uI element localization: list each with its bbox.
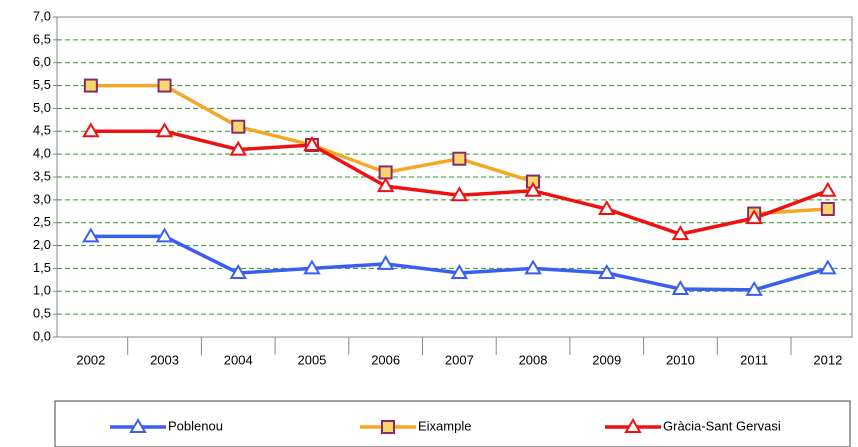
- x-tick-label: 2007: [445, 352, 474, 367]
- marker: [598, 200, 616, 215]
- y-tick-label: 2,0: [33, 237, 51, 252]
- marker: [820, 202, 835, 216]
- marker: [303, 136, 321, 151]
- x-tick-label: 2006: [371, 352, 400, 367]
- y-tick-label: 0,5: [33, 306, 51, 321]
- marker: [450, 186, 469, 202]
- y-tick-label: 3,5: [33, 168, 51, 183]
- y-tick-label: 4,0: [33, 146, 51, 161]
- x-tick-label: 2005: [297, 352, 326, 367]
- marker: [155, 227, 174, 243]
- y-tick-label: 6,0: [33, 54, 51, 69]
- y-tick-label: 0,0: [33, 328, 51, 343]
- marker: [376, 177, 395, 193]
- marker: [376, 254, 395, 270]
- marker: [231, 119, 246, 134]
- x-tick-label: 2010: [666, 352, 695, 367]
- legend-marker: [129, 418, 147, 433]
- y-tick-label: 2,5: [33, 214, 51, 229]
- x-tick-label: 2009: [592, 352, 621, 367]
- marker: [450, 264, 469, 279]
- y-tick-label: 3,0: [33, 191, 51, 206]
- marker: [524, 259, 542, 275]
- x-tick-label: 2008: [519, 352, 548, 367]
- legend-box: [54, 400, 851, 447]
- marker: [598, 264, 616, 279]
- x-tick-label: 2012: [813, 352, 842, 367]
- x-tick-label: 2003: [150, 352, 179, 367]
- marker: [671, 280, 690, 295]
- y-tick-label: 6,5: [33, 31, 51, 46]
- legend-marker: [624, 418, 642, 433]
- y-tick-label: 4,5: [33, 123, 51, 138]
- marker: [524, 181, 542, 197]
- marker: [452, 151, 467, 166]
- y-tick-label: 1,0: [33, 283, 51, 298]
- x-tick-label: 2004: [224, 352, 253, 367]
- marker: [378, 165, 393, 180]
- x-tick-label: 2011: [740, 352, 768, 367]
- marker: [745, 280, 763, 296]
- marker: [671, 225, 690, 241]
- legend-label: Gràcia-Sant Gervasi: [663, 418, 781, 433]
- legend-marker: [381, 420, 395, 434]
- y-tick-label: 1,5: [33, 260, 51, 275]
- legend-label: Eixample: [418, 418, 471, 433]
- y-tick-label: 5,0: [33, 100, 51, 115]
- y-tick-label: 7,0: [33, 8, 51, 23]
- marker: [157, 78, 172, 93]
- marker: [819, 259, 837, 275]
- marker: [229, 264, 247, 279]
- marker: [155, 122, 174, 138]
- marker: [83, 78, 98, 93]
- marker: [82, 227, 100, 243]
- marker: [819, 181, 837, 197]
- marker: [82, 122, 100, 138]
- marker: [303, 259, 321, 275]
- marker: [745, 209, 763, 225]
- y-tick-label: 5,5: [33, 77, 51, 92]
- marker: [229, 140, 247, 156]
- legend-label: Poblenou: [168, 418, 223, 433]
- x-tick-label: 2002: [76, 352, 105, 367]
